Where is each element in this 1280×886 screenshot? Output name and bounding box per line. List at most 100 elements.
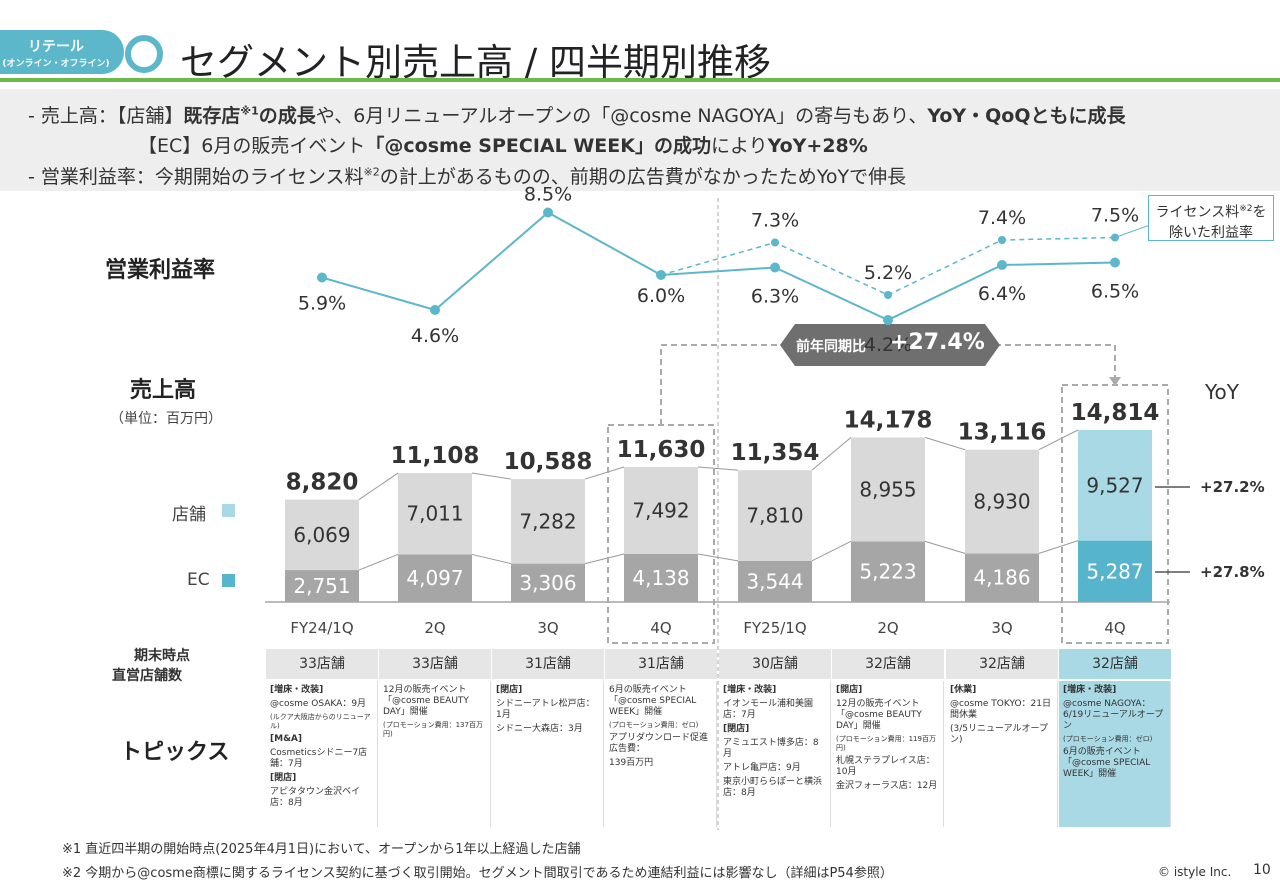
- topic-line: [開店]: [836, 685, 863, 695]
- topic-line: (プロモーション費用：ゼロ): [1063, 735, 1153, 743]
- ec-bar: [851, 541, 925, 602]
- topic-line: (プロモーション費用：ゼロ): [609, 721, 699, 729]
- op-margin-excl-label: 7.4%: [978, 207, 1026, 229]
- yoy-badge-value: +27.4%: [890, 330, 985, 355]
- topic-line: 12月の販売イベント「@cosme BEAUTY DAY」開催: [383, 685, 469, 717]
- topic-line: [休業]: [950, 685, 977, 695]
- op-margin-point: [430, 305, 440, 315]
- summary-line-1: - 売上高：【店舗】既存店※1の成長や、6月リニューアルオープンの「@cosme…: [28, 104, 1126, 127]
- topic-cell: [閉店] シドニーアトレ松戸店：1月 シドニー大森店：3月: [492, 681, 604, 827]
- store-count-cell: 30店舗: [719, 649, 831, 679]
- x-tick-label: 2Q: [424, 619, 445, 637]
- topic-line: Cosmeticsシドニー7店舗：7月: [270, 748, 368, 769]
- op-margin-excl-point: [771, 238, 779, 247]
- topic-line: 金沢フォーラス店：12月: [836, 781, 938, 791]
- store-count-cell: 32店舗: [1059, 649, 1171, 679]
- x-tick-label: 2Q: [877, 619, 898, 637]
- total-value-label: 10,588: [504, 449, 593, 475]
- ec-bar: [624, 553, 698, 602]
- ring-icon: [125, 35, 163, 73]
- title-divider: [0, 78, 1280, 82]
- bar-connector: [811, 437, 852, 471]
- store-count-cell: 32店舗: [946, 649, 1058, 679]
- store-count-cell: 33店舗: [266, 649, 378, 679]
- topic-line: アピタタウン金沢ベイ店：8月: [270, 787, 361, 808]
- ec-value-label: 2,751: [293, 574, 350, 598]
- ec-bar: [965, 553, 1039, 602]
- ec-value-label: 4,097: [406, 566, 463, 590]
- topic-line: シドニー大森店：3月: [496, 724, 583, 734]
- x-tick-label: 3Q: [537, 619, 558, 637]
- segment-tag-label: リテール: [28, 39, 84, 55]
- topic-line: @cosme TOKYO：21日間休業: [950, 699, 1052, 720]
- op-margin-excl-point: [884, 291, 892, 299]
- store-bar: [738, 470, 812, 561]
- topic-line: (3/5リニューアルオープン): [950, 724, 1049, 745]
- store-value-label: 8,930: [973, 490, 1030, 514]
- bar-connector: [1038, 429, 1079, 451]
- footnote-2: ※2 今期から@cosme商標に関するライセンス契約に基づく取引開始。セグメント…: [62, 866, 893, 881]
- ec-value-label: 3,306: [519, 571, 576, 595]
- topics-label: トピックス: [120, 740, 230, 765]
- yoy-badge-label: 前年同期比: [796, 339, 866, 355]
- op-margin-label: 4.2%: [864, 334, 912, 356]
- summary-line-3: - 営業利益率：今期開始のライセンス料※2の計上があるものの、前期の広告費がなか…: [28, 165, 907, 188]
- op-margin-excl-point: [1111, 233, 1119, 242]
- ec-bar: [738, 560, 812, 602]
- op-margin-label: 5.9%: [298, 293, 346, 315]
- store-bar: [851, 437, 925, 542]
- ec-bar: [285, 570, 359, 602]
- footnote-1: ※1 直近四半期の開始時点(2025年4月1日)において、オープンから1年以上経…: [62, 842, 581, 857]
- topic-line: 東京小町ららぽーと横浜店：8月: [723, 777, 823, 798]
- ec-value-label: 3,544: [746, 569, 803, 593]
- yoy-arrow-head: [1109, 377, 1121, 386]
- topic-line: アミュエスト博多店：8月: [723, 738, 819, 759]
- store-bar: [398, 473, 472, 555]
- license-note: ライセンス料※2を 除いた利益率: [1148, 195, 1274, 241]
- ec-yoy: +27.8%: [1200, 563, 1265, 581]
- store-count-label: 期末時点: [134, 648, 190, 664]
- topic-line: [増床・改装]: [1063, 685, 1117, 695]
- topic-line: 12月の販売イベント「@cosme BEAUTY DAY」開催: [836, 699, 922, 731]
- topic-cell: [休業] @cosme TOKYO：21日間休業 (3/5リニューアルオープン): [946, 681, 1058, 827]
- store-yoy: +27.2%: [1200, 478, 1265, 496]
- op-margin-point: [317, 272, 327, 283]
- store-bar: [1078, 430, 1152, 541]
- page-title: セグメント別売上高 / 四半期別推移: [180, 41, 771, 84]
- op-margin-point: [656, 270, 666, 280]
- store-count-cell: 32店舗: [832, 649, 944, 679]
- store-value-label: 7,492: [632, 498, 689, 522]
- bar-connector: [471, 553, 512, 565]
- total-value-label: 8,820: [286, 470, 359, 496]
- store-count-cell: 33店舗: [379, 649, 491, 679]
- x-tick-label: 4Q: [1104, 619, 1125, 637]
- segment-tag: リテール (オンライン・オフライン): [0, 30, 124, 74]
- yoy-badge: [780, 324, 1000, 366]
- store-count-cell: 31店舗: [605, 649, 717, 679]
- topic-line: [M&A]: [270, 734, 302, 744]
- x-tick-label: FY25/1Q: [743, 619, 806, 637]
- topic-line: アトレ亀戸店：9月: [723, 763, 801, 773]
- legend-store-swatch: [222, 504, 235, 517]
- summary-box: - 売上高：【店舗】既存店※1の成長や、6月リニューアルオープンの「@cosme…: [0, 89, 1280, 191]
- topic-line: [閉店]: [723, 724, 750, 734]
- x-tick-label: FY24/1Q: [290, 619, 353, 637]
- topic-line: 6月の販売イベント「@cosme SPECIAL WEEK」開催: [1063, 747, 1151, 779]
- topic-line: (プロモーション費用：119百万円): [836, 735, 936, 752]
- topic-cell: 12月の販売イベント「@cosme BEAUTY DAY」開催 (プロモーション費…: [379, 681, 491, 827]
- total-value-label: 14,178: [844, 407, 933, 433]
- op-margin-point: [883, 315, 893, 325]
- topic-line: 139百万円: [609, 758, 654, 768]
- ec-value-label: 5,223: [859, 560, 916, 584]
- store-bar: [285, 499, 359, 571]
- store-value-label: 6,069: [293, 523, 350, 547]
- topic-cell: [開店] 12月の販売イベント「@cosme BEAUTY DAY」開催 (プロモー…: [832, 681, 944, 827]
- store-value-label: 8,955: [859, 477, 916, 501]
- legend-ec-swatch: [222, 574, 235, 587]
- x-tick-label: 4Q: [650, 619, 671, 637]
- store-count-cell: 31店舗: [492, 649, 604, 679]
- op-margin-excl-label: 7.3%: [751, 210, 799, 232]
- store-value-label: 7,810: [746, 504, 803, 528]
- sales-label: 売上高: [130, 378, 197, 403]
